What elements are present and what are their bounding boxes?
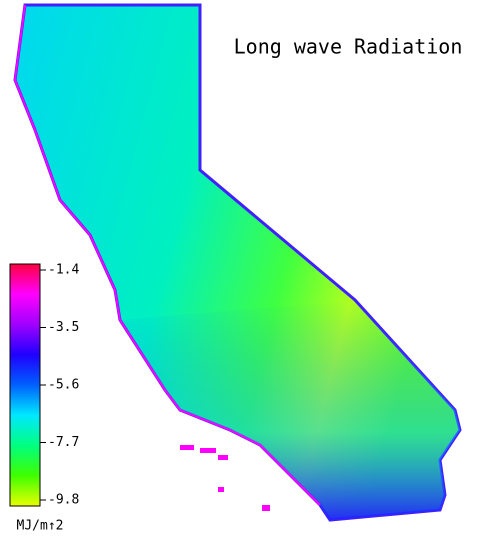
tick-label: -5.6 xyxy=(48,378,79,393)
tick-label: -3.5 xyxy=(48,320,79,335)
south-shade xyxy=(120,300,460,520)
tick-label: -9.8 xyxy=(48,493,79,508)
tick-label: -7.7 xyxy=(48,435,79,450)
title: Long wave Radiation xyxy=(234,35,463,59)
islands xyxy=(180,445,270,511)
colorbar-unit: MJ/m↑2 xyxy=(17,519,64,534)
coast xyxy=(13,4,321,506)
colorbar xyxy=(9,263,41,507)
colorbar-ticks: -1.4 -3.5 -5.6 -7.7 -9.8 xyxy=(40,263,79,508)
tick-label: -1.4 xyxy=(48,263,79,278)
california xyxy=(13,3,462,522)
